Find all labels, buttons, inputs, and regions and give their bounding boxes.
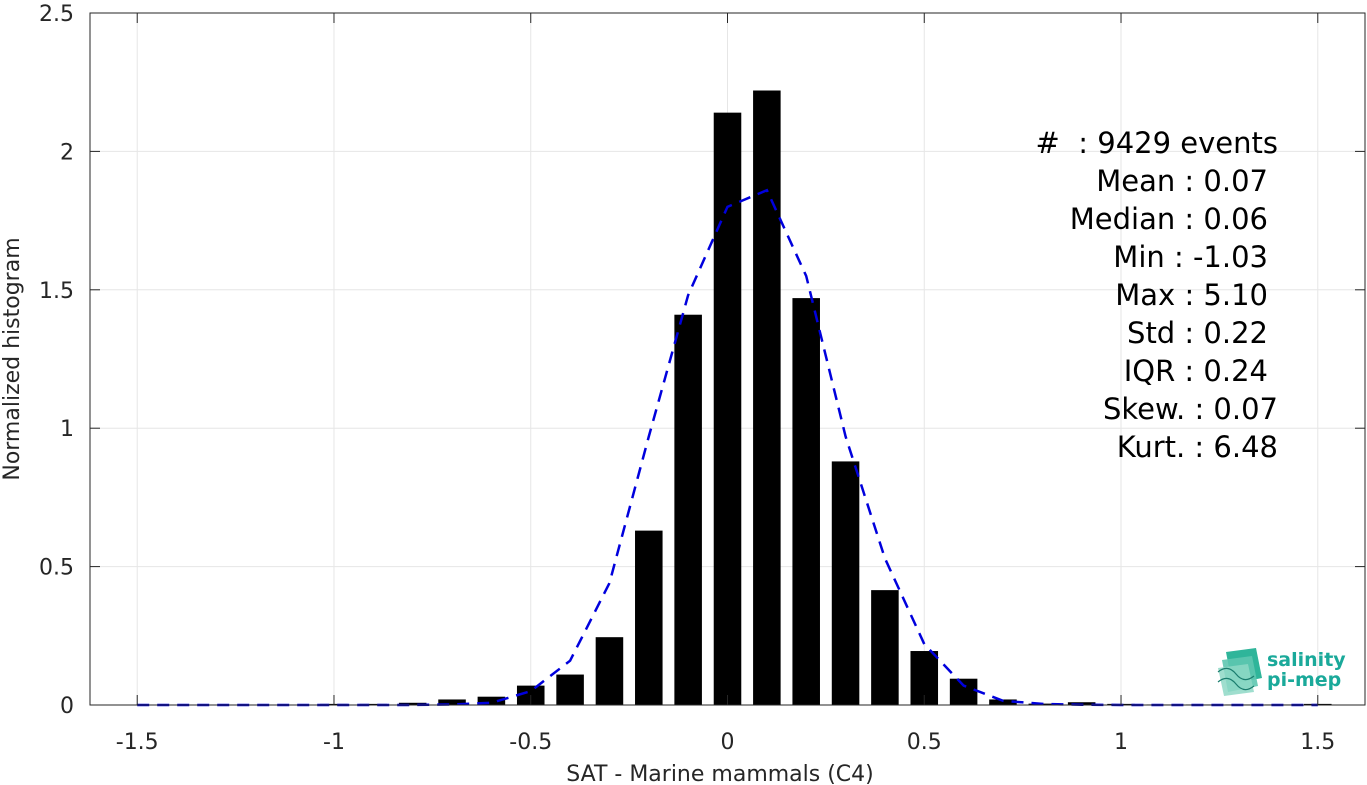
- histogram-bar: [989, 699, 1017, 705]
- y-tick-label: 2.5: [39, 2, 74, 27]
- stat-skew: Skew. : 0.07: [1103, 392, 1278, 426]
- x-tick-label: -1: [323, 730, 345, 755]
- y-axis-title: Normalized histogram: [0, 237, 25, 480]
- stat-std: Std : 0.22: [1127, 316, 1268, 350]
- stat-max: Max : 5.10: [1115, 278, 1268, 312]
- x-tick-label: -0.5: [509, 730, 552, 755]
- salinity-pi-mep-logo: salinity pi-mep: [1217, 648, 1346, 696]
- logo-line-2: pi-mep: [1267, 669, 1341, 691]
- y-tick-label: 1: [60, 417, 74, 442]
- stat-iqr: IQR : 0.24: [1124, 354, 1268, 388]
- x-tick-label: 0.5: [907, 730, 942, 755]
- x-tick-label: 1.5: [1300, 730, 1335, 755]
- stat-median: Median : 0.06: [1070, 202, 1268, 236]
- histogram-bar: [359, 703, 388, 705]
- y-tick-label: 0.5: [39, 556, 74, 581]
- histogram-bar: [949, 678, 978, 705]
- y-tick-label: 2: [60, 140, 74, 165]
- y-tick-label: 1.5: [39, 279, 74, 304]
- histogram-bars: [320, 90, 1332, 706]
- histogram-bar: [595, 637, 624, 705]
- stat-kurt: Kurt. : 6.48: [1117, 430, 1278, 464]
- logo-line-1: salinity: [1267, 649, 1346, 671]
- histogram-bar: [713, 112, 742, 705]
- histogram-bar: [674, 314, 702, 705]
- stat-count: # : 9429 events: [1036, 126, 1278, 160]
- x-axis-title: SAT - Marine mammals (C4): [566, 762, 874, 785]
- histogram-bar: [398, 702, 427, 705]
- stats-box: # : 9429 events Mean : 0.07 Median : 0.0…: [1036, 126, 1278, 464]
- histogram-bar: [635, 530, 663, 705]
- stat-mean: Mean : 0.07: [1096, 164, 1268, 198]
- histogram-bar: [831, 461, 860, 705]
- histogram-bar: [556, 674, 584, 705]
- histogram-bar: [871, 590, 899, 705]
- stat-min: Min : -1.03: [1113, 240, 1268, 274]
- x-tick-label: -1.5: [116, 730, 159, 755]
- axis-ticks: -1.5 -1 -0.5 0 0.5 1 1.5 0 0.5 1 1.5 2 2.5: [39, 2, 1365, 755]
- histogram-bar: [477, 696, 506, 705]
- x-tick-label: 0: [721, 730, 735, 755]
- histogram-bar: [792, 298, 820, 705]
- y-tick-label: 0: [60, 694, 74, 719]
- histogram-bar: [438, 699, 466, 705]
- x-tick-label: 1: [1114, 730, 1128, 755]
- wave-logo-icon: [1217, 648, 1262, 696]
- histogram-bar: [753, 90, 781, 705]
